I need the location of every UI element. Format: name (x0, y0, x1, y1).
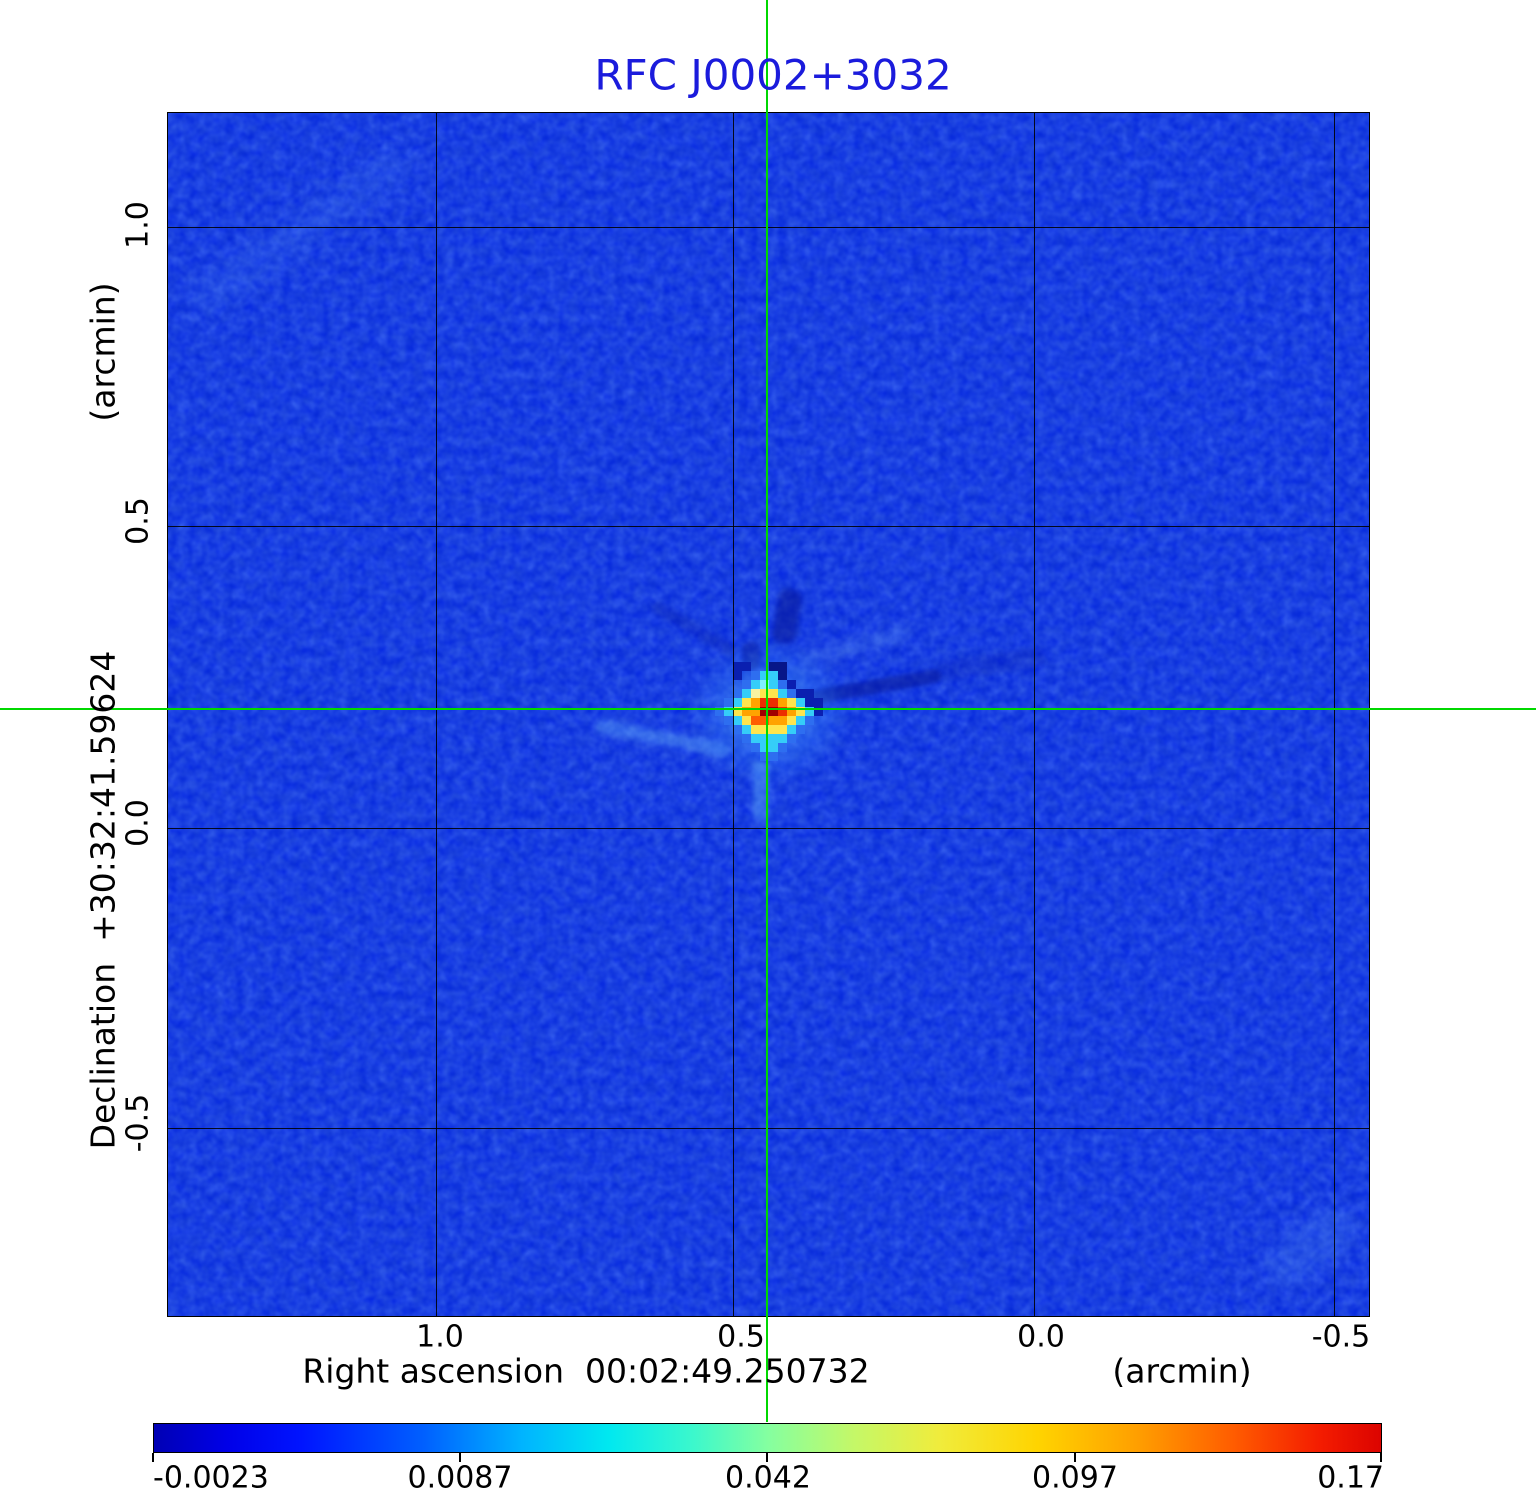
x-axis-unit-label: (arcmin) (1112, 1351, 1252, 1391)
gridline-horizontal-2 (168, 526, 1369, 527)
colorbar-label-3: 0.042 (725, 1460, 811, 1496)
crosshair-horizontal-line (0, 708, 1536, 710)
y-tick-3: 0.0 (120, 799, 156, 847)
x-axis-label: Right ascension 00:02:49.250732 (302, 1351, 870, 1391)
colorbar-tick-5 (1380, 1453, 1382, 1462)
gridline-horizontal-4 (168, 1128, 1369, 1129)
colorbar-tick-2 (459, 1453, 461, 1462)
x-tick-4: -0.5 (1311, 1319, 1371, 1355)
colorbar-label-4: 0.097 (1032, 1460, 1118, 1496)
gridline-horizontal-1 (168, 227, 1369, 228)
colorbar-label-1: -0.0023 (153, 1460, 269, 1496)
radio-source-pixels (706, 662, 823, 761)
gridline-vertical-3 (1034, 113, 1035, 1316)
colorbar-tick-4 (1074, 1453, 1076, 1462)
gridline-vertical-1 (436, 113, 437, 1316)
crosshair-vertical-line (766, 0, 768, 1422)
sky-map (167, 112, 1370, 1317)
colorbar (153, 1423, 1382, 1453)
colorbar-label-2: 0.0087 (407, 1460, 513, 1496)
y-axis-unit-label: (arcmin) (83, 282, 123, 422)
colorbar-tick-1 (152, 1453, 154, 1462)
y-tick-2: 0.5 (120, 497, 156, 545)
figure-title: RFC J0002+3032 (594, 50, 952, 100)
x-tick-1: 1.0 (416, 1319, 464, 1355)
y-tick-4: -0.5 (120, 1093, 156, 1153)
y-axis-label: Declination +30:32:41.59624 (83, 650, 123, 1150)
y-tick-1: 1.0 (120, 201, 156, 249)
gridline-horizontal-3 (168, 828, 1369, 829)
gridline-vertical-2 (733, 113, 734, 1316)
colorbar-label-5: 0.17 (1317, 1460, 1384, 1496)
colorbar-tick-3 (766, 1453, 768, 1462)
x-tick-3: 0.0 (1017, 1319, 1065, 1355)
gridline-vertical-4 (1334, 113, 1335, 1316)
x-tick-2: 0.5 (717, 1319, 765, 1355)
